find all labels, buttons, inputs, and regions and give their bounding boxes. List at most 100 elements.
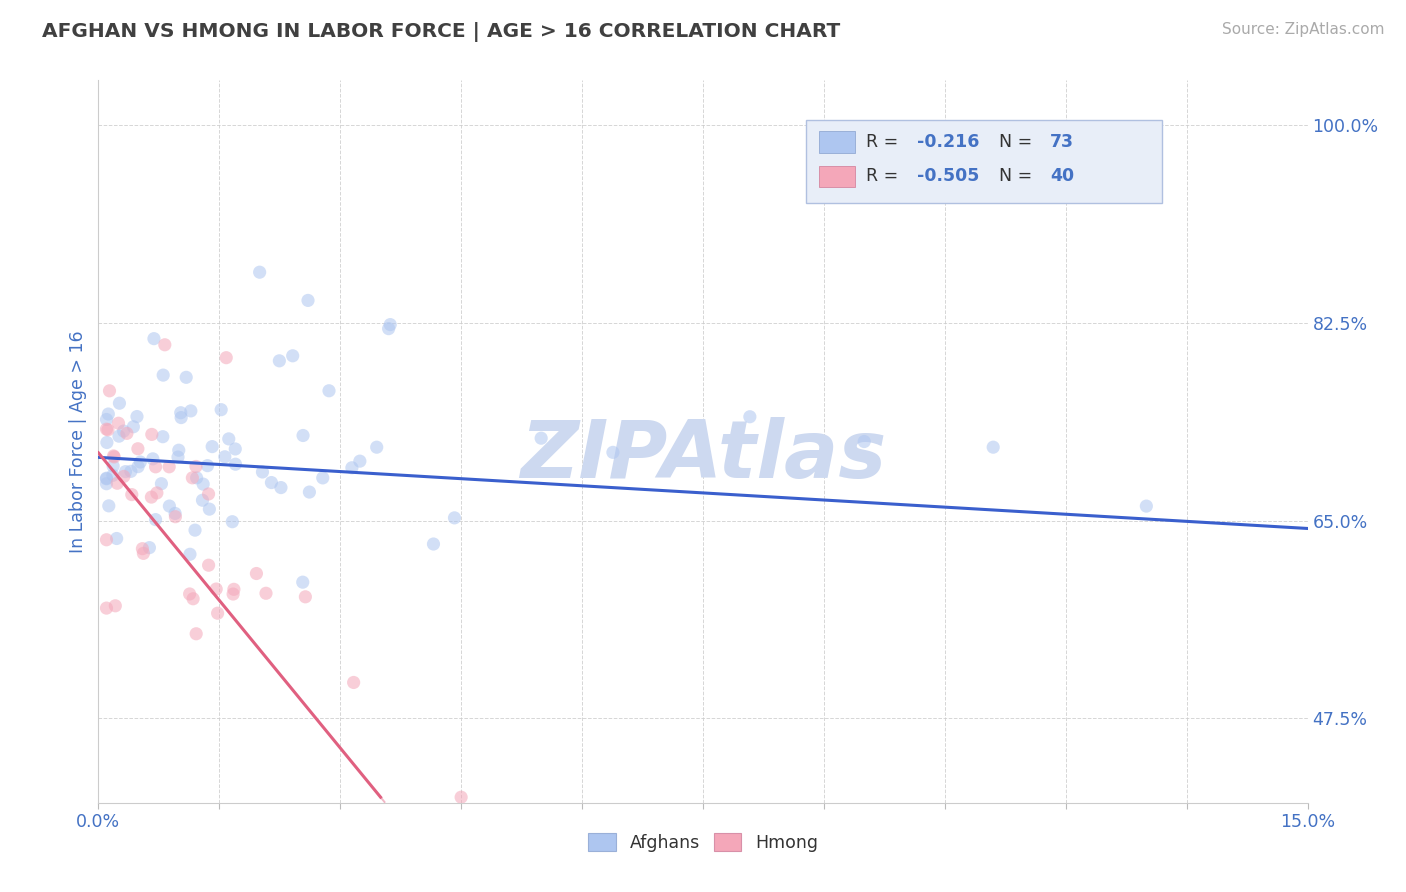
Point xyxy=(157,499,180,513)
Point xyxy=(312,471,335,485)
Point xyxy=(108,429,131,443)
Point xyxy=(218,432,240,446)
Point xyxy=(112,469,135,483)
Point xyxy=(201,440,224,454)
Point xyxy=(167,450,190,464)
Point xyxy=(152,430,174,444)
Point xyxy=(191,477,214,491)
Point xyxy=(96,435,118,450)
Point xyxy=(141,490,163,504)
Point xyxy=(120,464,142,478)
Point xyxy=(174,370,197,384)
Point xyxy=(205,582,228,596)
FancyBboxPatch shape xyxy=(820,166,855,187)
Legend: Afghans, Hmong: Afghans, Hmong xyxy=(581,827,825,859)
Point xyxy=(260,475,283,490)
Point xyxy=(105,476,128,491)
Point xyxy=(197,558,219,573)
Point xyxy=(602,445,624,459)
Text: R =: R = xyxy=(866,168,898,186)
Text: 40: 40 xyxy=(1050,168,1074,186)
Text: -0.505: -0.505 xyxy=(917,168,980,186)
Point xyxy=(197,458,219,473)
Point xyxy=(127,459,149,474)
Point xyxy=(96,476,118,491)
Point xyxy=(101,468,124,483)
Point xyxy=(281,349,304,363)
Text: -0.216: -0.216 xyxy=(917,133,980,151)
Point xyxy=(142,332,165,346)
Point xyxy=(443,511,465,525)
Point xyxy=(297,293,319,308)
Point xyxy=(738,409,761,424)
Point xyxy=(184,459,207,474)
Point xyxy=(377,321,399,335)
Point xyxy=(298,485,321,500)
Point xyxy=(138,541,160,555)
Point xyxy=(254,586,277,600)
Point xyxy=(380,318,402,332)
Text: Source: ZipAtlas.com: Source: ZipAtlas.com xyxy=(1222,22,1385,37)
Point xyxy=(167,443,190,458)
Point xyxy=(184,523,207,537)
Point xyxy=(245,566,267,581)
Point xyxy=(104,599,127,613)
Point xyxy=(98,384,121,398)
Point xyxy=(221,515,243,529)
Point xyxy=(170,410,193,425)
Point xyxy=(181,591,204,606)
Point xyxy=(450,790,472,805)
Point xyxy=(224,442,246,456)
Point xyxy=(981,440,1004,454)
Point xyxy=(186,627,208,641)
Text: 73: 73 xyxy=(1050,133,1074,151)
Point xyxy=(141,427,163,442)
Text: ZIPAtlas: ZIPAtlas xyxy=(520,417,886,495)
Point xyxy=(150,476,173,491)
Point xyxy=(146,486,169,500)
Point xyxy=(270,481,292,495)
Point xyxy=(103,449,125,463)
Point xyxy=(191,493,214,508)
Point xyxy=(153,338,176,352)
Point xyxy=(197,487,219,501)
Point xyxy=(107,416,129,430)
Point xyxy=(132,546,155,560)
Point xyxy=(97,407,120,421)
Point xyxy=(96,472,118,486)
Point xyxy=(179,547,201,561)
Point xyxy=(170,406,193,420)
Point xyxy=(252,465,274,479)
Point xyxy=(112,424,135,438)
FancyBboxPatch shape xyxy=(820,131,855,153)
Point xyxy=(152,368,174,383)
Point xyxy=(249,265,271,279)
Point xyxy=(96,422,118,436)
Text: AFGHAN VS HMONG IN LABOR FORCE | AGE > 16 CORRELATION CHART: AFGHAN VS HMONG IN LABOR FORCE | AGE > 1… xyxy=(42,22,841,42)
Text: N =: N = xyxy=(1000,133,1032,151)
Point xyxy=(96,601,118,615)
Point xyxy=(530,431,553,445)
Point xyxy=(96,412,118,426)
Point xyxy=(165,509,187,524)
Point xyxy=(129,455,152,469)
Point xyxy=(269,354,291,368)
Point xyxy=(96,533,118,547)
Point xyxy=(224,457,246,471)
Y-axis label: In Labor Force | Age > 16: In Labor Force | Age > 16 xyxy=(69,330,87,553)
Point xyxy=(131,541,153,556)
Point xyxy=(97,423,120,437)
Point xyxy=(422,537,444,551)
Point xyxy=(165,507,187,521)
Text: R =: R = xyxy=(866,133,898,151)
Point xyxy=(340,460,363,475)
Point xyxy=(114,465,136,479)
Point xyxy=(157,459,180,474)
Point xyxy=(349,454,371,468)
Point xyxy=(103,450,125,464)
Point xyxy=(294,590,316,604)
Point xyxy=(1135,499,1157,513)
Point xyxy=(198,502,221,516)
Point xyxy=(209,402,232,417)
Point xyxy=(222,582,245,597)
